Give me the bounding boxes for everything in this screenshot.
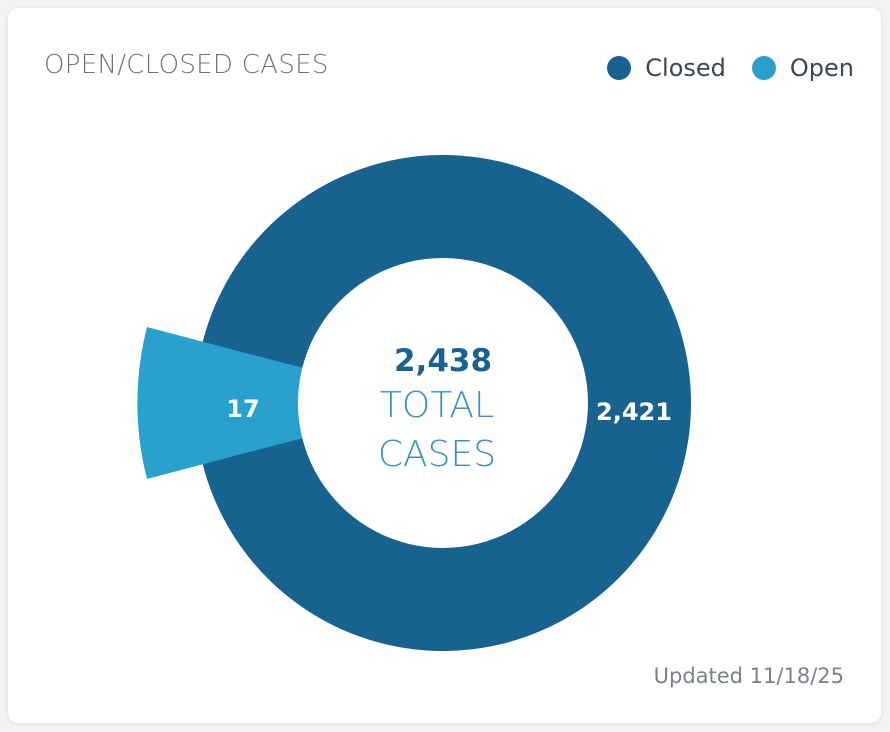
- total-count: 2,438: [394, 343, 492, 379]
- open-value-label: 17: [226, 395, 259, 423]
- chart-title: OPEN/CLOSED CASES: [44, 50, 329, 80]
- legend-label-open: Open: [789, 54, 854, 82]
- closed-value-label: 2,421: [596, 398, 672, 426]
- legend-label-closed: Closed: [645, 54, 726, 82]
- open-slice[interactable]: [137, 327, 303, 479]
- total-label-line1: TOTAL: [380, 385, 494, 426]
- closed-swatch-icon: [607, 56, 632, 80]
- updated-timestamp: Updated 11/18/25: [653, 664, 844, 688]
- closed-slice[interactable]: [202, 154, 692, 651]
- chart-legend: Closed Open: [607, 54, 854, 82]
- legend-item-open[interactable]: Open: [751, 54, 854, 82]
- total-label-line2: CASES: [378, 434, 496, 475]
- legend-item-closed[interactable]: Closed: [607, 54, 726, 82]
- open-swatch-icon: [751, 56, 776, 80]
